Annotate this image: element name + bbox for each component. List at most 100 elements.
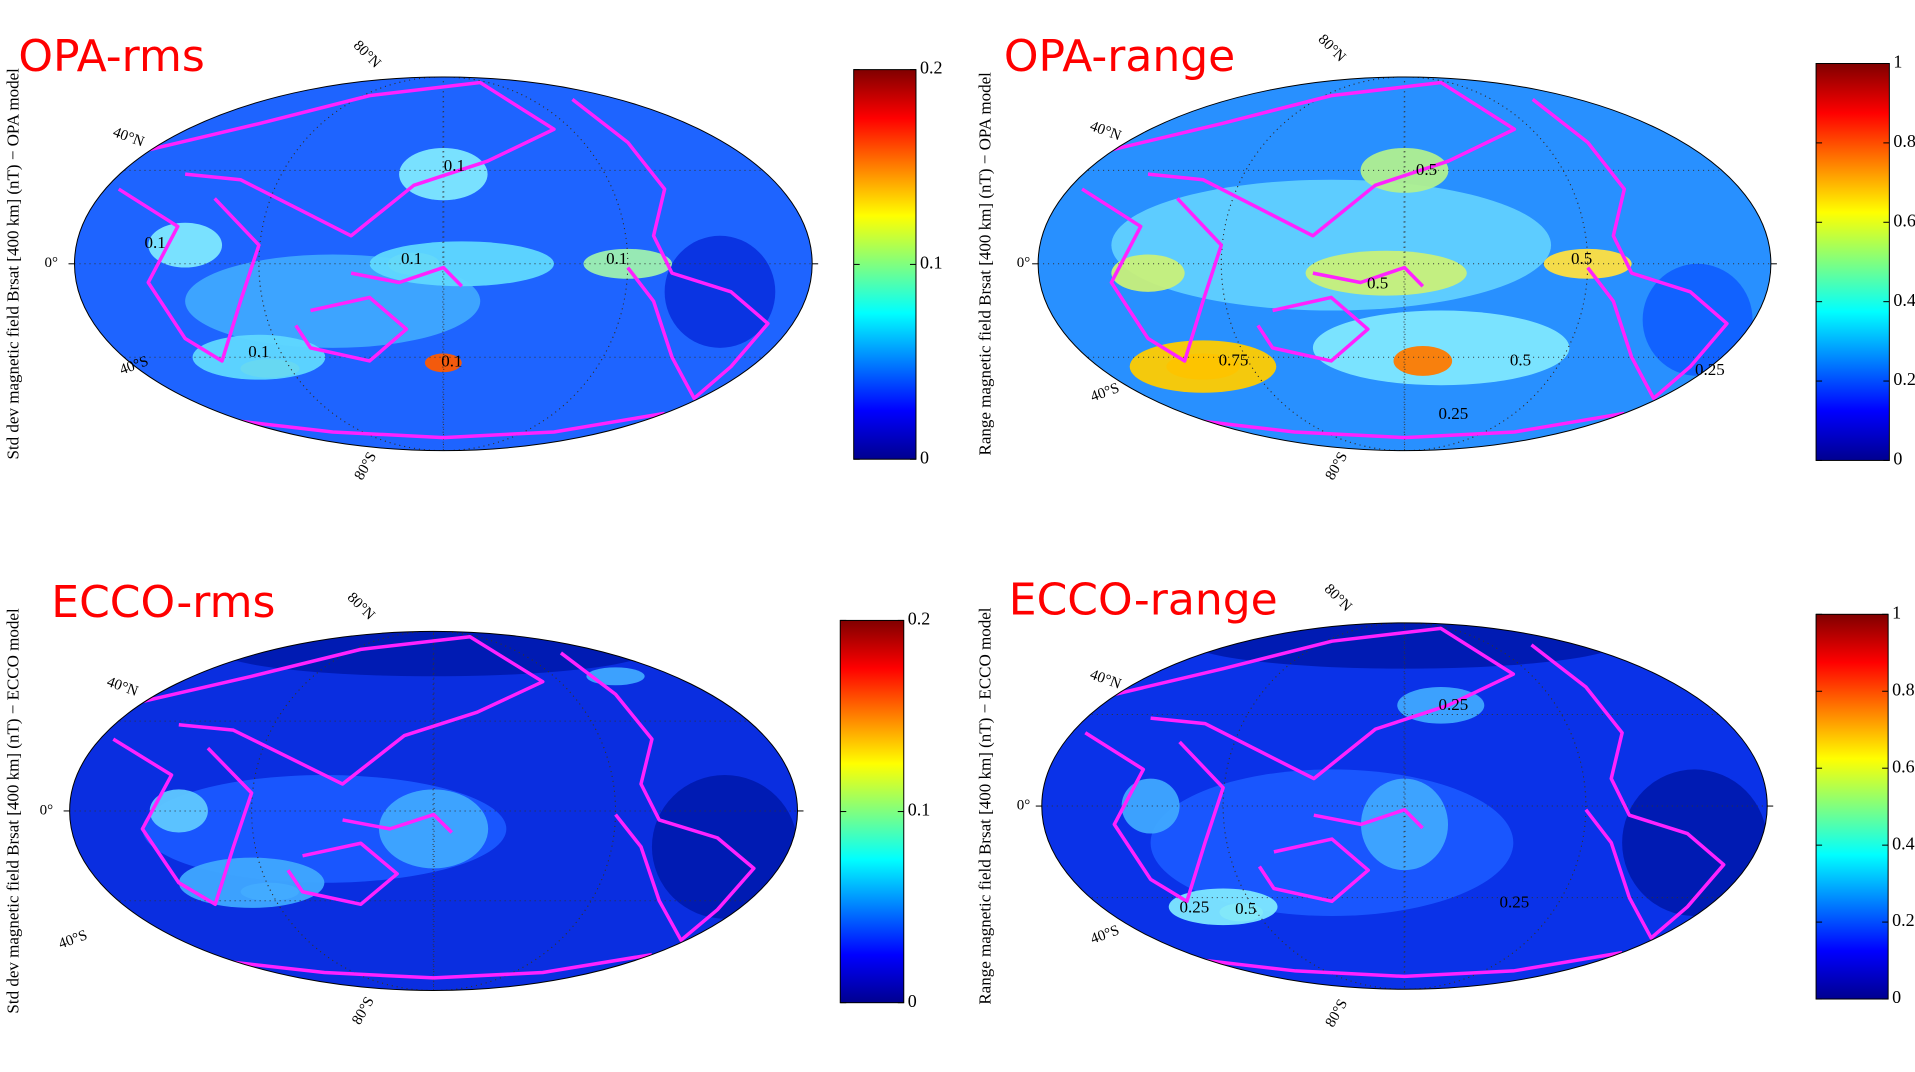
colorbar-tick-label: 0.2 bbox=[1892, 910, 1915, 930]
coastline bbox=[1257, 837, 1370, 904]
panel: ECCO-rms Std dev magnetic field Brsat [40… bbox=[4, 577, 931, 1028]
coastline bbox=[1256, 295, 1370, 363]
colorbar-tick-label: 0.6 bbox=[1892, 756, 1915, 776]
coastline bbox=[112, 737, 254, 907]
colorbar-tick-label: 0.8 bbox=[1893, 131, 1915, 151]
coastline bbox=[571, 97, 770, 401]
field-patch bbox=[1642, 263, 1753, 376]
colorbar-tick-label: 0 bbox=[1893, 449, 1902, 469]
graticule bbox=[251, 631, 617, 991]
latitude-label: 80°N bbox=[1315, 32, 1349, 66]
field-patch bbox=[1121, 778, 1180, 834]
coastline bbox=[1084, 731, 1225, 904]
colorbar-tick-label: 0.6 bbox=[1893, 210, 1915, 230]
latitude-label: 0° bbox=[1017, 255, 1031, 271]
field-patch bbox=[1360, 778, 1449, 871]
latitude-label: 80°N bbox=[1321, 581, 1355, 615]
field-patch bbox=[586, 667, 645, 686]
colorbar-tick-label: 1 bbox=[1893, 52, 1902, 72]
map-field bbox=[74, 76, 813, 451]
field-patch bbox=[664, 235, 776, 348]
contour-label: 0.5 bbox=[1571, 249, 1592, 268]
latitude-label: 40°N bbox=[1088, 118, 1124, 144]
coastline bbox=[1106, 626, 1516, 781]
coastline bbox=[350, 265, 464, 288]
coastline bbox=[342, 812, 453, 834]
coastline bbox=[1103, 80, 1517, 238]
field-patch bbox=[1168, 888, 1278, 926]
coastline bbox=[1531, 97, 1729, 401]
y-axis-label: Range magnetic field Brsat [400 km] (nT)… bbox=[976, 72, 995, 456]
contour-label: 0.25 bbox=[1438, 695, 1468, 714]
colorbar bbox=[1815, 63, 1890, 461]
field-patch bbox=[1129, 340, 1277, 393]
contour-label: 0.1 bbox=[441, 352, 462, 371]
graticule bbox=[1222, 622, 1587, 990]
contour-label: 0.5 bbox=[1367, 273, 1388, 292]
coastline bbox=[1313, 807, 1424, 830]
coastline bbox=[1312, 265, 1425, 288]
graticule bbox=[1403, 622, 1406, 990]
colorbar-tick-label: 0.1 bbox=[920, 253, 943, 273]
graticule bbox=[442, 76, 445, 451]
colorbar-tick-label: 0 bbox=[1892, 987, 1901, 1007]
field-patch bbox=[148, 222, 223, 268]
contour-label: 0.1 bbox=[248, 342, 269, 361]
coastline bbox=[294, 295, 409, 363]
panel-title: ECCO-rms bbox=[51, 577, 275, 628]
coastline bbox=[1081, 187, 1224, 363]
field-patch bbox=[369, 241, 554, 287]
latitude-label: 40°S bbox=[57, 927, 90, 952]
colorbar-tick-label: 0.4 bbox=[1893, 290, 1915, 310]
graticule bbox=[1220, 76, 1589, 451]
panel-title: ECCO-range bbox=[1009, 574, 1278, 625]
field-patch bbox=[651, 775, 798, 919]
coastline bbox=[286, 841, 399, 907]
map-field bbox=[1041, 622, 1768, 990]
colorbar bbox=[1815, 613, 1889, 1000]
field-patch bbox=[149, 789, 208, 833]
panel: OPA-range Range magnetic field Brsat [400… bbox=[976, 31, 1915, 483]
colorbar-tick-label: 0.4 bbox=[1892, 833, 1915, 853]
map-outline bbox=[69, 630, 799, 991]
coastline bbox=[203, 411, 665, 440]
contour-label: 0.1 bbox=[401, 249, 422, 268]
colorbar-tick-label: 0.2 bbox=[908, 609, 931, 629]
contour-label: 0.25 bbox=[1438, 404, 1468, 423]
latitude-label: 80°S bbox=[1323, 997, 1352, 1030]
latitude-label: 80°S bbox=[349, 994, 378, 1027]
contour-label: 0.25 bbox=[1695, 360, 1725, 379]
colorbar bbox=[853, 69, 917, 460]
contour-label: 0.5 bbox=[1510, 350, 1531, 369]
panel: ECCO-range Range magnetic field Brsat [40… bbox=[976, 574, 1915, 1030]
panel-title: OPA-range bbox=[1004, 31, 1235, 82]
graticule bbox=[432, 631, 435, 991]
contour-label: 0.5 bbox=[1416, 160, 1437, 179]
coastline bbox=[196, 952, 653, 980]
y-axis-label: Std dev magnetic field Brsat [400 km] (n… bbox=[4, 608, 23, 1014]
latitude-label: 40°N bbox=[105, 674, 141, 700]
contour-label: 0.75 bbox=[1219, 350, 1249, 369]
graticule bbox=[258, 76, 629, 451]
contour-label: 0.5 bbox=[1235, 899, 1256, 918]
field-patch bbox=[1111, 254, 1185, 292]
latitude-label: 80°N bbox=[350, 38, 384, 72]
latitude-label: 80°S bbox=[352, 450, 381, 483]
y-axis-label: Range magnetic field Brsat [400 km] (nT)… bbox=[976, 607, 995, 1004]
field-patch bbox=[1393, 346, 1453, 376]
field-patch bbox=[1622, 769, 1768, 916]
colorbar-tick-label: 1 bbox=[1892, 602, 1901, 622]
contour-label: 0.25 bbox=[1500, 893, 1530, 912]
colorbar-tick-label: 0 bbox=[920, 447, 929, 467]
latitude-label: 80°N bbox=[344, 590, 378, 624]
latitude-label: 40°S bbox=[1089, 922, 1122, 947]
panel-title: OPA-rms bbox=[18, 31, 204, 82]
latitude-label: 40°N bbox=[111, 125, 147, 151]
coastline bbox=[1168, 950, 1623, 979]
contour-label: 0.25 bbox=[1180, 898, 1210, 917]
colorbar-tick-label: 0.2 bbox=[920, 58, 943, 78]
map-field bbox=[1038, 76, 1771, 451]
coastline bbox=[559, 651, 756, 942]
